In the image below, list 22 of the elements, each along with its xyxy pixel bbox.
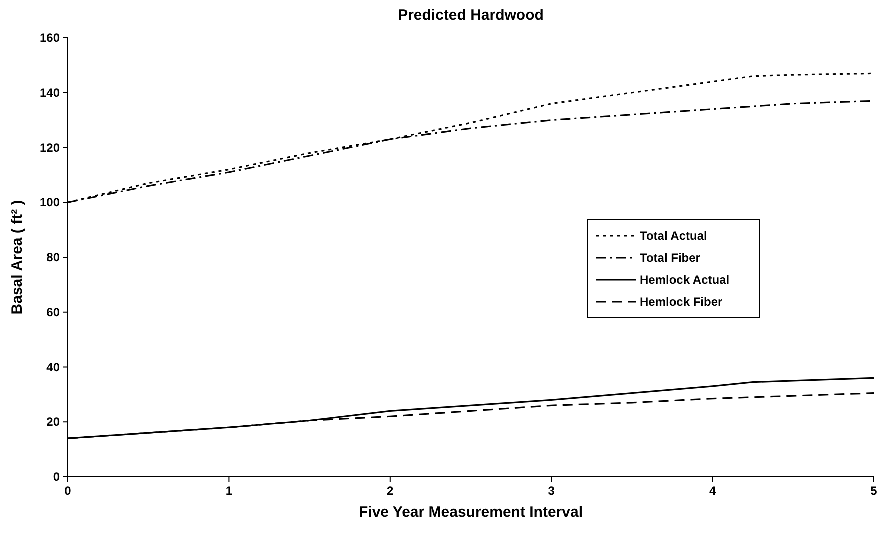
y-axis-title: Basal Area ( ft² ): [9, 200, 26, 315]
y-tick-label: 120: [40, 140, 60, 155]
legend-label: Hemlock Actual: [640, 273, 730, 287]
x-tick-label: 0: [64, 484, 72, 498]
legend-label: Total Actual: [640, 229, 708, 243]
y-tick-label: 0: [53, 470, 60, 484]
x-tick-label: 4: [709, 484, 716, 498]
chart-title: Predicted Hardwood: [398, 7, 544, 24]
x-tick-label: 1: [226, 484, 233, 498]
y-tick-label: 40: [46, 360, 60, 374]
y-tick-label: 80: [46, 250, 60, 264]
x-tick-label: 3: [548, 484, 556, 498]
x-tick-label: 2: [387, 484, 394, 498]
legend-label: Hemlock Fiber: [640, 295, 724, 309]
legend-label: Total Fiber: [640, 251, 701, 265]
y-tick-label: 160: [40, 31, 60, 45]
y-tick-label: 100: [40, 196, 60, 210]
y-tick-label: 140: [40, 86, 60, 100]
y-tick-label: 20: [46, 415, 60, 430]
y-tick-label: 60: [46, 305, 60, 320]
x-axis-title: Five Year Measurement Interval: [358, 504, 584, 521]
x-tick-label: 5: [870, 484, 878, 498]
